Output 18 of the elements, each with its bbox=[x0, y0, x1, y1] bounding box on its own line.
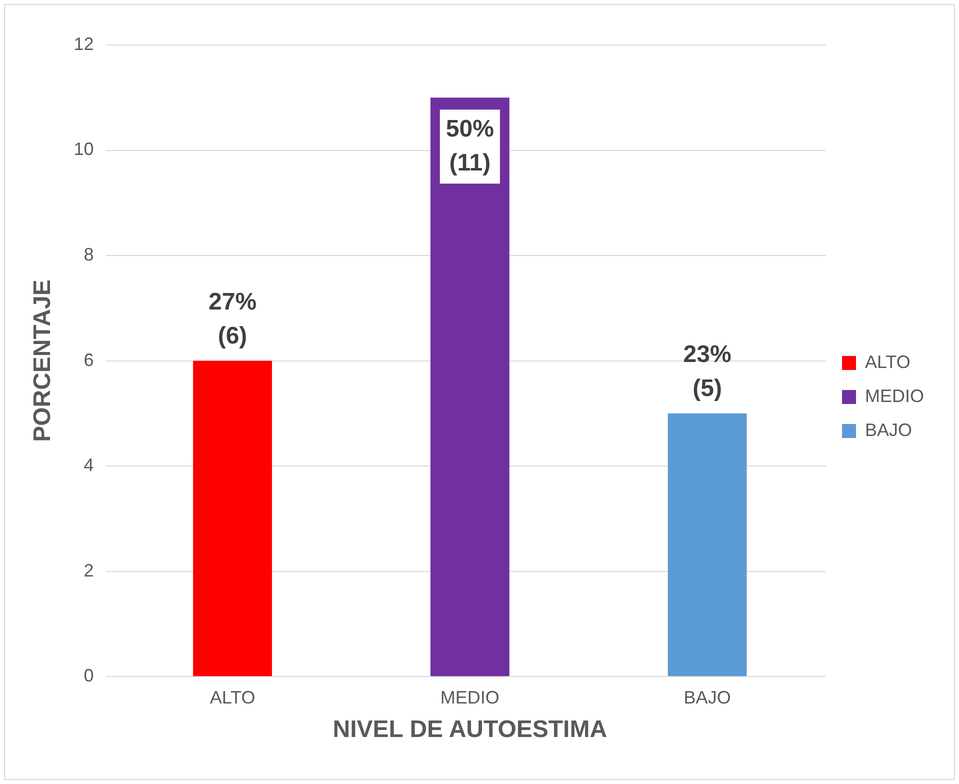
x-tick-label: BAJO bbox=[684, 687, 731, 708]
data-label: 50% (11) bbox=[446, 115, 494, 176]
y-tick-label: 4 bbox=[84, 455, 94, 476]
y-tick-label: 0 bbox=[84, 666, 94, 686]
legend-label: MEDIO bbox=[865, 386, 924, 406]
x-tick-label: ALTO bbox=[210, 687, 256, 708]
y-tick-label: 10 bbox=[74, 139, 94, 160]
y-tick-label: 6 bbox=[84, 350, 94, 370]
y-axis-title: PORCENTAJE bbox=[29, 280, 56, 442]
data-label: 23% (5) bbox=[683, 341, 732, 402]
legend-label: BAJO bbox=[865, 420, 912, 440]
x-axis-title: NIVEL DE AUTOESTIMA bbox=[332, 716, 608, 744]
legend-label: ALTO bbox=[865, 352, 910, 372]
y-tick-label: 8 bbox=[84, 244, 94, 264]
data-label: 27% (6) bbox=[208, 288, 257, 350]
y-tick-label: 12 bbox=[74, 34, 94, 54]
x-tick-label: MEDIO bbox=[440, 687, 500, 708]
y-tick-label: 2 bbox=[84, 560, 94, 580]
